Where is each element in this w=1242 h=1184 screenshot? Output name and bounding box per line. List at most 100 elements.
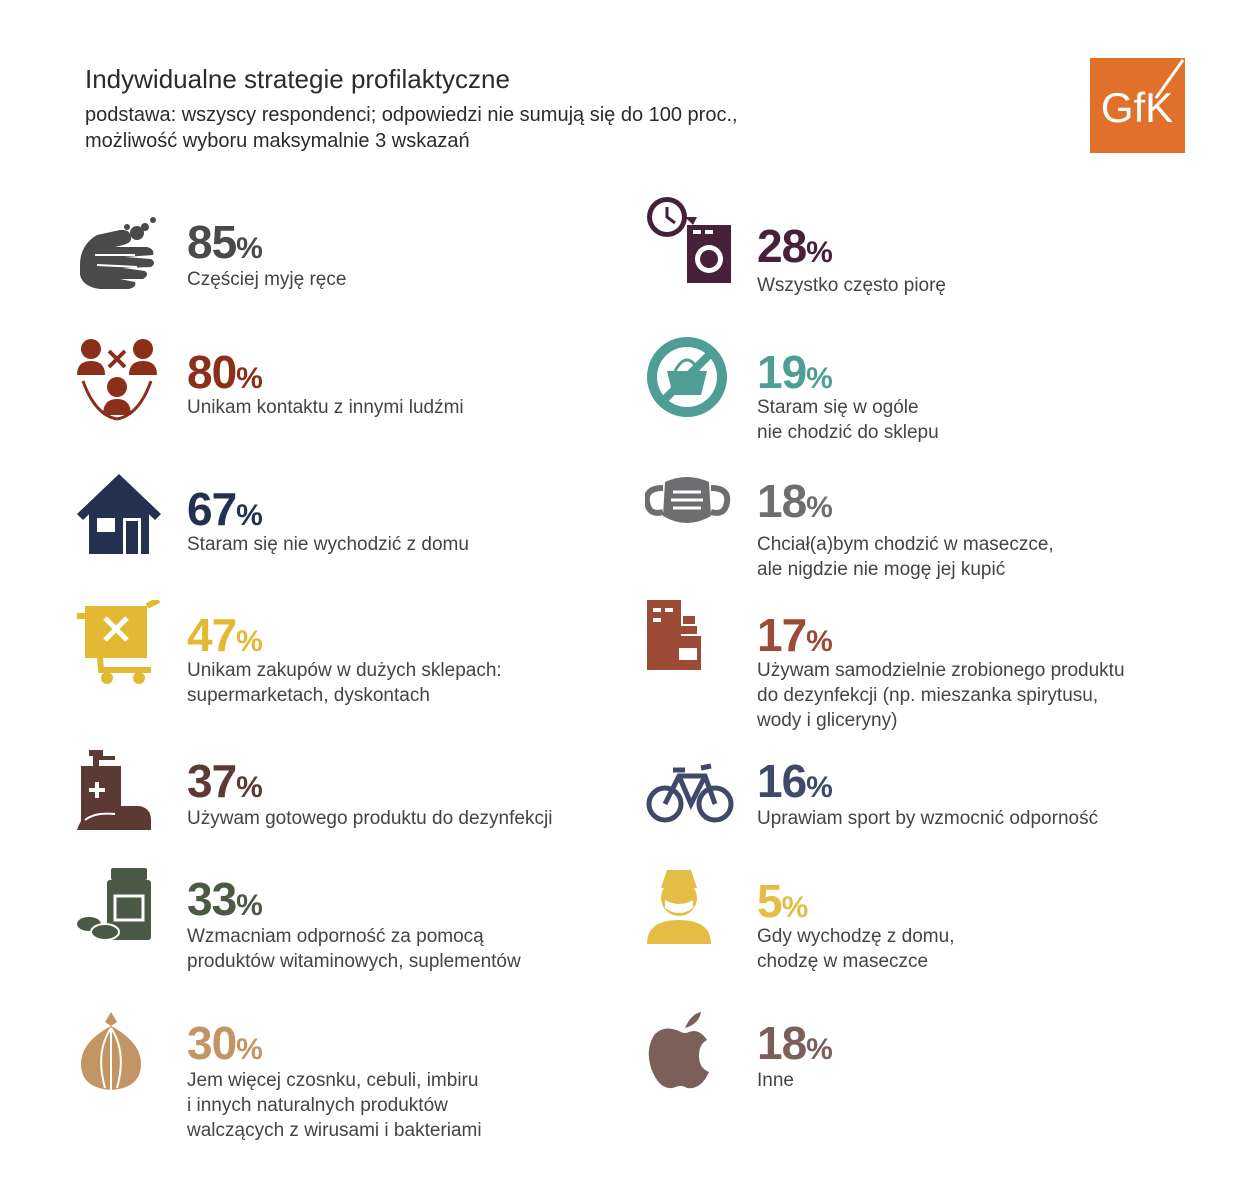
percent-sign: % — [236, 625, 263, 658]
percent-sign: % — [236, 232, 263, 265]
avoid-contact-icon — [77, 339, 157, 421]
washing-hands-icon — [80, 217, 156, 289]
percent-sign: % — [806, 236, 833, 269]
no-shopping-icon — [647, 337, 727, 417]
strategy-label-line: Gdy wychodzę z domu, — [757, 926, 955, 947]
percent-sign: % — [806, 771, 833, 804]
percent-value: 47% — [187, 609, 263, 665]
percent-number: 37 — [187, 755, 237, 807]
strategy-label-line: ale nigdzie nie mogę jej kupić — [757, 559, 1006, 580]
vitamins-icon — [77, 868, 151, 941]
strategy-label: Staram się w ogóle nie chodzić do sklepu — [757, 395, 939, 445]
percent-value: 18% — [757, 1017, 833, 1073]
apple-icon — [648, 1012, 709, 1089]
percent-value: 5% — [757, 875, 809, 931]
strategy-label: Wszystko często piorę — [757, 273, 946, 298]
percent-sign: % — [781, 891, 809, 924]
percent-value: 17% — [757, 609, 833, 665]
cart-x-icon — [77, 600, 161, 684]
strategy-label-line: Jem więcej czosnku, cebuli, imbiru — [187, 1070, 479, 1091]
bicycle-icon — [646, 763, 734, 823]
percent-value: 80% — [187, 346, 263, 402]
strategy-label: Używam gotowego produktu do dezynfekcji — [187, 806, 552, 831]
sanitizer-icon — [77, 750, 151, 830]
strategy-label-line: do dezynfekcji (np. mieszanka spirytusu, — [757, 685, 1099, 706]
percent-value: 37% — [187, 755, 263, 811]
strategy-label-line: Wszystko często piorę — [757, 275, 946, 296]
strategy-label-line: Chciał(a)bym chodzić w maseczce, — [757, 534, 1054, 555]
percent-number: 5 — [757, 875, 783, 927]
percent-sign: % — [236, 362, 263, 395]
percent-sign: % — [236, 771, 263, 804]
strategy-label-line: Unikam zakupów w dużych sklepach: — [187, 660, 502, 681]
strategy-label: Chciał(a)bym chodzić w maseczce, ale nigd… — [757, 532, 1054, 582]
percent-number: 28 — [757, 220, 807, 272]
percent-value: 30% — [187, 1017, 263, 1073]
percent-sign: % — [236, 1033, 263, 1066]
strategy-label-line: Częściej myję ręce — [187, 269, 347, 290]
percent-value: 16% — [757, 755, 833, 811]
percent-value: 33% — [187, 873, 263, 929]
percent-value: 18% — [757, 475, 833, 531]
strategy-label: Jem więcej czosnku, cebuli, imbiru i inny… — [187, 1068, 482, 1143]
percent-number: 47 — [187, 609, 237, 661]
percent-number: 18 — [757, 475, 807, 527]
strategy-label: Unikam zakupów w dużych sklepach: superma… — [187, 658, 502, 708]
strategy-label-line: Wzmacniam odporność za pomocą — [187, 926, 484, 947]
percent-sign: % — [236, 499, 263, 532]
strategy-label-line: Inne — [757, 1070, 794, 1091]
percent-sign: % — [806, 362, 833, 395]
percent-number: 16 — [757, 755, 807, 807]
strategy-label: Unikam kontaktu z innymi ludźmi — [187, 395, 464, 420]
washing-machine-icon — [647, 197, 731, 283]
logo-background — [1090, 58, 1185, 153]
percent-sign: % — [806, 1033, 833, 1066]
percent-number: 19 — [757, 346, 807, 398]
strategy-label-line: i innych naturalnych produktów — [187, 1095, 448, 1116]
percent-value: 85% — [187, 216, 263, 272]
face-mask-icon — [645, 477, 731, 523]
strategy-label: Staram się nie wychodzić z domu — [187, 532, 469, 557]
percent-sign: % — [806, 491, 833, 524]
logo-text: GfK — [1101, 84, 1173, 131]
strategy-label-line: Uprawiam sport by wzmocnić odporność — [757, 808, 1099, 829]
gfk-logo: GfK — [1090, 58, 1185, 153]
strategy-label-line: chodzę w maseczce — [757, 951, 929, 972]
onion-icon — [81, 1012, 141, 1090]
percent-sign: % — [806, 625, 833, 658]
percent-number: 33 — [187, 873, 237, 925]
strategy-label-line: Używam samodzielnie zrobionego produktu — [757, 660, 1125, 681]
subtitle-line: możliwość wyboru maksymalnie 3 wskazań — [85, 130, 470, 152]
masked-person-icon — [647, 870, 711, 944]
percent-value: 28% — [757, 220, 833, 276]
percent-number: 85 — [187, 216, 237, 268]
strategy-label-line: supermarketach, dyskontach — [187, 685, 430, 706]
percent-number: 30 — [187, 1017, 237, 1069]
page-subtitle: podstawa: wszyscy respondenci; odpowiedz… — [85, 102, 985, 154]
strategy-label: Wzmacniam odporność za pomocą produktów w… — [187, 924, 521, 974]
subtitle-line: podstawa: wszyscy respondenci; odpowiedz… — [85, 104, 738, 126]
strategy-label-line: produktów witaminowych, suplementów — [187, 951, 521, 972]
percent-number: 80 — [187, 346, 237, 398]
strategy-label: Uprawiam sport by wzmocnić odporność — [757, 806, 1098, 831]
strategy-label-line: nie chodzić do sklepu — [757, 422, 939, 443]
page-title: Indywidualne strategie profilaktyczne — [85, 64, 510, 94]
homemade-disinfectant-icon — [647, 600, 701, 670]
percent-number: 67 — [187, 483, 237, 535]
strategy-label-line: Unikam kontaktu z innymi ludźmi — [187, 397, 464, 418]
strategy-label-line: Staram się w ogóle — [757, 397, 919, 418]
strategy-label-line: walczących z wirusami i bakteriami — [187, 1120, 482, 1141]
strategy-label-line: Staram się nie wychodzić z domu — [187, 534, 469, 555]
strategy-label: Inne — [757, 1068, 794, 1093]
strategy-label: Gdy wychodzę z domu, chodzę w maseczce — [757, 924, 954, 974]
strategy-label: Częściej myję ręce — [187, 267, 346, 292]
house-icon — [77, 474, 161, 554]
percent-number: 18 — [757, 1017, 807, 1069]
percent-value: 67% — [187, 483, 263, 539]
percent-sign: % — [236, 889, 263, 922]
percent-value: 19% — [757, 346, 833, 402]
strategy-label: Używam samodzielnie zrobionego produktu d… — [757, 658, 1125, 733]
strategy-label-line: wody i gliceryny) — [757, 710, 898, 731]
strategy-label-line: Używam gotowego produktu do dezynfekcji — [187, 808, 553, 829]
percent-number: 17 — [757, 609, 807, 661]
